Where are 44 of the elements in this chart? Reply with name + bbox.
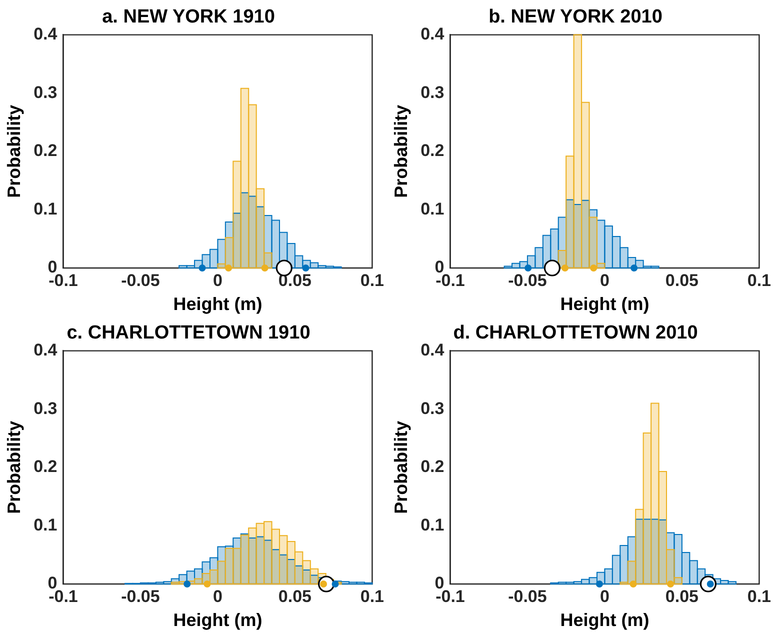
x-tick-label: 0.1 — [747, 270, 772, 290]
x-tick-label: 0.05 — [665, 270, 698, 290]
y-tick-label: 0.4 — [34, 24, 58, 44]
x-tick-label: 0.05 — [278, 586, 312, 606]
chart-title: a. NEW YORK 1910 — [102, 6, 275, 28]
y-tick-label: 0.2 — [420, 141, 444, 160]
y-axis-title: Probability — [4, 104, 24, 198]
y-axis-title: Probability — [4, 420, 24, 514]
y-tick-label: 0.1 — [34, 199, 58, 218]
chart-title: c. CHARLOTTETOWN 1910 — [66, 322, 310, 344]
x-axis-title: Height (m) — [173, 294, 262, 314]
y-tick-label: 0.2 — [34, 141, 58, 160]
y-tick-label: 0.1 — [420, 199, 444, 218]
x-axis-title: Height (m) — [560, 610, 650, 630]
x-tick-label: -0.05 — [121, 586, 160, 606]
y-tick-label: 0.2 — [34, 457, 58, 476]
y-axis-title: Probability — [390, 104, 411, 198]
x-tick-label: -0.05 — [508, 586, 547, 606]
x-tick-label: -0.05 — [508, 270, 547, 290]
y-tick-label: 0.3 — [34, 82, 58, 102]
y-tick-label: 0.1 — [420, 515, 444, 534]
x-tick-label: 0.05 — [278, 270, 312, 290]
y-tick-label: 0.3 — [420, 82, 444, 102]
x-tick-label: 0 — [212, 270, 222, 290]
x-tick-label: -0.05 — [121, 270, 160, 290]
x-tick-label: 0.05 — [665, 586, 698, 606]
x-tick-label: 0 — [600, 586, 610, 606]
x-axis-title: Height (m) — [560, 294, 650, 314]
y-tick-label: 0.3 — [420, 398, 444, 418]
y-tick-label: 0.4 — [420, 24, 445, 44]
x-tick-label: 0.1 — [360, 586, 384, 606]
y-tick-label: 0.3 — [34, 398, 58, 418]
y-tick-label: 0.1 — [34, 515, 58, 534]
x-tick-label: 0 — [212, 586, 222, 606]
y-tick-label: 0.4 — [34, 340, 58, 360]
y-tick-label: 0.2 — [420, 457, 444, 476]
chart-title: b. NEW YORK 2010 — [488, 6, 662, 28]
x-tick-label: 0.1 — [360, 270, 384, 290]
y-tick-label: 0.4 — [420, 340, 445, 360]
chart-title: d. CHARLOTTETOWN 2010 — [453, 322, 698, 344]
x-axis-title: Height (m) — [173, 610, 262, 630]
x-tick-label: 0 — [600, 270, 610, 290]
x-tick-label: 0.1 — [747, 586, 772, 606]
y-axis-title: Probability — [390, 420, 411, 514]
